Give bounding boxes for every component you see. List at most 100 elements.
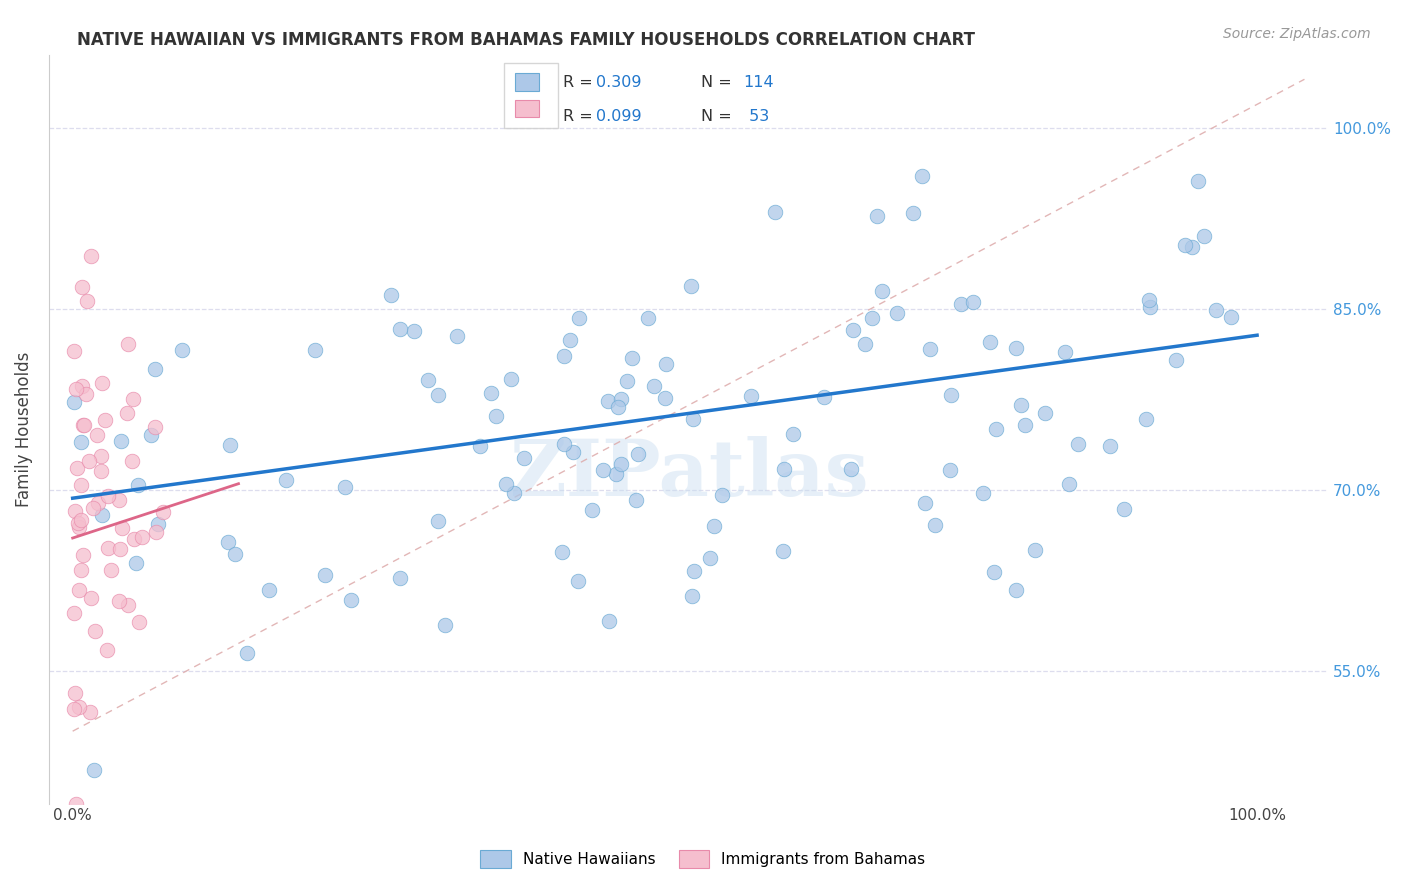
Point	[143, 362, 166, 376]
Point	[446, 329, 468, 343]
Point	[75, 387, 97, 401]
Point	[110, 434, 132, 448]
Point	[918, 342, 941, 356]
Point	[86, 496, 108, 510]
Point	[108, 593, 131, 607]
Point	[139, 428, 162, 442]
Point	[304, 343, 326, 358]
Point	[711, 488, 734, 502]
Point	[1098, 439, 1121, 453]
Point	[117, 598, 139, 612]
Point	[553, 437, 575, 451]
Point	[70, 379, 93, 393]
Point	[107, 493, 129, 508]
Point	[72, 548, 94, 562]
Point	[388, 571, 411, 585]
Point	[703, 519, 725, 533]
Point	[62, 702, 84, 716]
Point	[1033, 406, 1056, 420]
Point	[1174, 237, 1197, 252]
Point	[763, 204, 786, 219]
Point	[773, 462, 796, 476]
Point	[901, 206, 924, 220]
Point	[1220, 310, 1243, 324]
Point	[513, 450, 536, 465]
Point	[501, 371, 523, 385]
Point	[427, 514, 450, 528]
Point	[65, 797, 87, 811]
Text: Source: ZipAtlas.com: Source: ZipAtlas.com	[1223, 27, 1371, 41]
Point	[699, 551, 721, 566]
Point	[96, 643, 118, 657]
Point	[80, 591, 103, 606]
Point	[682, 412, 704, 426]
Point	[276, 474, 298, 488]
Point	[1054, 345, 1077, 359]
Point	[433, 618, 456, 632]
Point	[122, 392, 145, 406]
Point	[66, 516, 89, 531]
Point	[70, 513, 93, 527]
Point	[70, 563, 93, 577]
Point	[1139, 293, 1161, 307]
Point	[842, 323, 865, 337]
Point	[1059, 476, 1081, 491]
Point	[94, 413, 117, 427]
Point	[772, 543, 794, 558]
Text: N =: N =	[702, 109, 737, 124]
Point	[79, 705, 101, 719]
Point	[83, 763, 105, 777]
Point	[115, 406, 138, 420]
Point	[63, 686, 86, 700]
Point	[418, 373, 440, 387]
Point	[145, 524, 167, 539]
Point	[553, 349, 575, 363]
Point	[610, 457, 633, 471]
Text: NATIVE HAWAIIAN VS IMMIGRANTS FROM BAHAMAS FAMILY HOUSEHOLDS CORRELATION CHART: NATIVE HAWAIIAN VS IMMIGRANTS FROM BAHAM…	[77, 31, 976, 49]
Point	[1014, 418, 1036, 433]
Point	[62, 344, 84, 359]
Point	[83, 624, 105, 639]
Point	[70, 280, 93, 294]
Point	[782, 426, 804, 441]
Point	[67, 520, 90, 534]
Point	[69, 478, 91, 492]
Point	[67, 700, 90, 714]
Point	[79, 249, 101, 263]
Point	[939, 463, 962, 477]
Point	[217, 534, 239, 549]
Point	[402, 324, 425, 338]
Point	[598, 614, 620, 628]
Point	[592, 462, 614, 476]
Point	[70, 435, 93, 450]
Point	[681, 589, 703, 603]
Point	[128, 615, 150, 630]
Point	[911, 169, 934, 183]
Point	[495, 476, 517, 491]
Point	[72, 418, 94, 433]
Point	[1005, 341, 1028, 355]
Point	[108, 541, 131, 556]
Point	[1005, 582, 1028, 597]
Point	[170, 343, 193, 358]
Point	[979, 334, 1001, 349]
Point	[598, 394, 620, 409]
Point	[567, 574, 589, 588]
Point	[1205, 302, 1227, 317]
Point	[65, 382, 87, 396]
Point	[972, 486, 994, 500]
Point	[1066, 437, 1088, 451]
Text: R =: R =	[564, 75, 598, 89]
Point	[479, 386, 502, 401]
Point	[117, 337, 139, 351]
Point	[219, 437, 242, 451]
Point	[63, 395, 86, 409]
Point	[427, 387, 450, 401]
Legend: , : ,	[505, 62, 558, 128]
Point	[983, 565, 1005, 579]
Point	[860, 311, 883, 326]
Point	[77, 454, 100, 468]
Point	[607, 400, 630, 414]
Point	[121, 454, 143, 468]
Point	[380, 288, 402, 302]
